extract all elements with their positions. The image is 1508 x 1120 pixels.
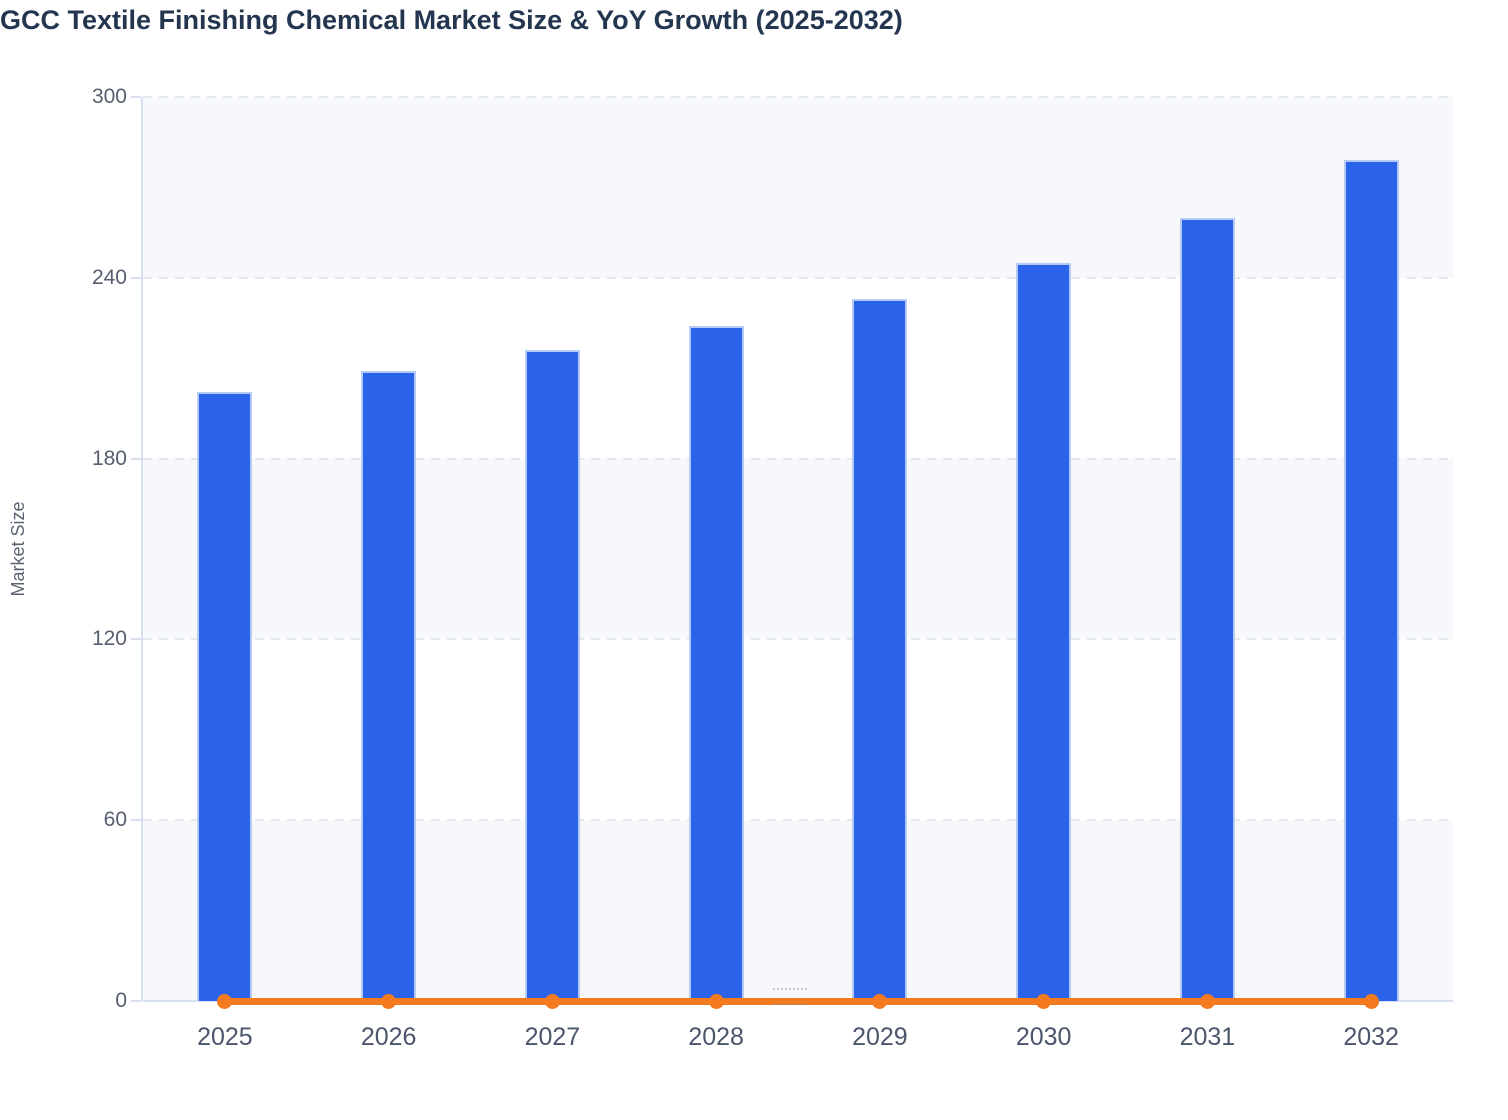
x-tick-label-2028: 2028 bbox=[688, 1023, 744, 1051]
x-tick-label-2025: 2025 bbox=[197, 1023, 253, 1051]
x-tick-label-2029: 2029 bbox=[852, 1023, 908, 1051]
y-tick-180 bbox=[131, 457, 141, 460]
y-axis-line bbox=[141, 97, 143, 1001]
yoy-growth-marker-2027[interactable] bbox=[544, 993, 560, 1009]
plot-area: Market Size 0 60 120 180 240 300 2025 2026 2027 2… bbox=[8, 85, 1453, 1051]
gridline-180 bbox=[143, 457, 1453, 460]
background-band bbox=[143, 97, 1453, 278]
x-tick-label-2027: 2027 bbox=[524, 1023, 581, 1051]
y-tick-label-120: 120 bbox=[91, 627, 127, 651]
yoy-growth-marker-2026[interactable] bbox=[381, 993, 397, 1009]
bar-2025[interactable] bbox=[197, 392, 253, 1001]
x-tick-label-2031: 2031 bbox=[1179, 1023, 1236, 1051]
bar-2029[interactable] bbox=[852, 298, 908, 1001]
gridline-120 bbox=[143, 638, 1453, 641]
background-band bbox=[143, 820, 1453, 1001]
background-band bbox=[143, 458, 1453, 640]
x-tick-label-2032: 2032 bbox=[1343, 1023, 1399, 1051]
chart-title: GCC Textile Finishing Chemical Market Si… bbox=[0, 5, 903, 35]
gridline-240 bbox=[143, 276, 1453, 279]
y-tick-label-60: 60 bbox=[103, 808, 127, 832]
gridline-300 bbox=[143, 96, 1453, 98]
yoy-growth-marker-2028[interactable] bbox=[708, 993, 724, 1009]
y-tick-label-180: 180 bbox=[91, 446, 127, 470]
bar-2028[interactable] bbox=[688, 326, 744, 1001]
y-tick-0 bbox=[131, 1000, 141, 1002]
bar-2032[interactable] bbox=[1343, 160, 1399, 1001]
yoy-growth-marker-2025[interactable] bbox=[217, 993, 233, 1009]
bar-2030[interactable] bbox=[1016, 262, 1072, 1001]
y-tick-300 bbox=[131, 96, 141, 98]
y-tick-240 bbox=[131, 276, 141, 279]
gridline-60 bbox=[143, 819, 1453, 822]
bar-2027[interactable] bbox=[524, 350, 580, 1001]
yoy-growth-marker-2029[interactable] bbox=[872, 993, 888, 1009]
bar-2031[interactable] bbox=[1179, 217, 1235, 1001]
watermark-smudge bbox=[773, 988, 807, 1005]
y-tick-label-300: 300 bbox=[91, 85, 127, 108]
yoy-growth-marker-2030[interactable] bbox=[1036, 993, 1052, 1009]
yoy-growth-marker-2031[interactable] bbox=[1199, 993, 1215, 1009]
bar-2026[interactable] bbox=[361, 371, 417, 1001]
y-axis-title: Market Size bbox=[8, 501, 28, 597]
yoy-growth-marker-2032[interactable] bbox=[1363, 993, 1379, 1009]
y-tick-label-0: 0 bbox=[115, 989, 127, 1012]
y-tick-label-240: 240 bbox=[91, 265, 127, 289]
y-tick-60 bbox=[131, 819, 141, 822]
yoy-growth-line[interactable] bbox=[224, 997, 1372, 1005]
x-tick-label-2030: 2030 bbox=[1015, 1023, 1072, 1051]
x-tick-label-2026: 2026 bbox=[360, 1023, 417, 1051]
y-tick-120 bbox=[131, 638, 141, 641]
